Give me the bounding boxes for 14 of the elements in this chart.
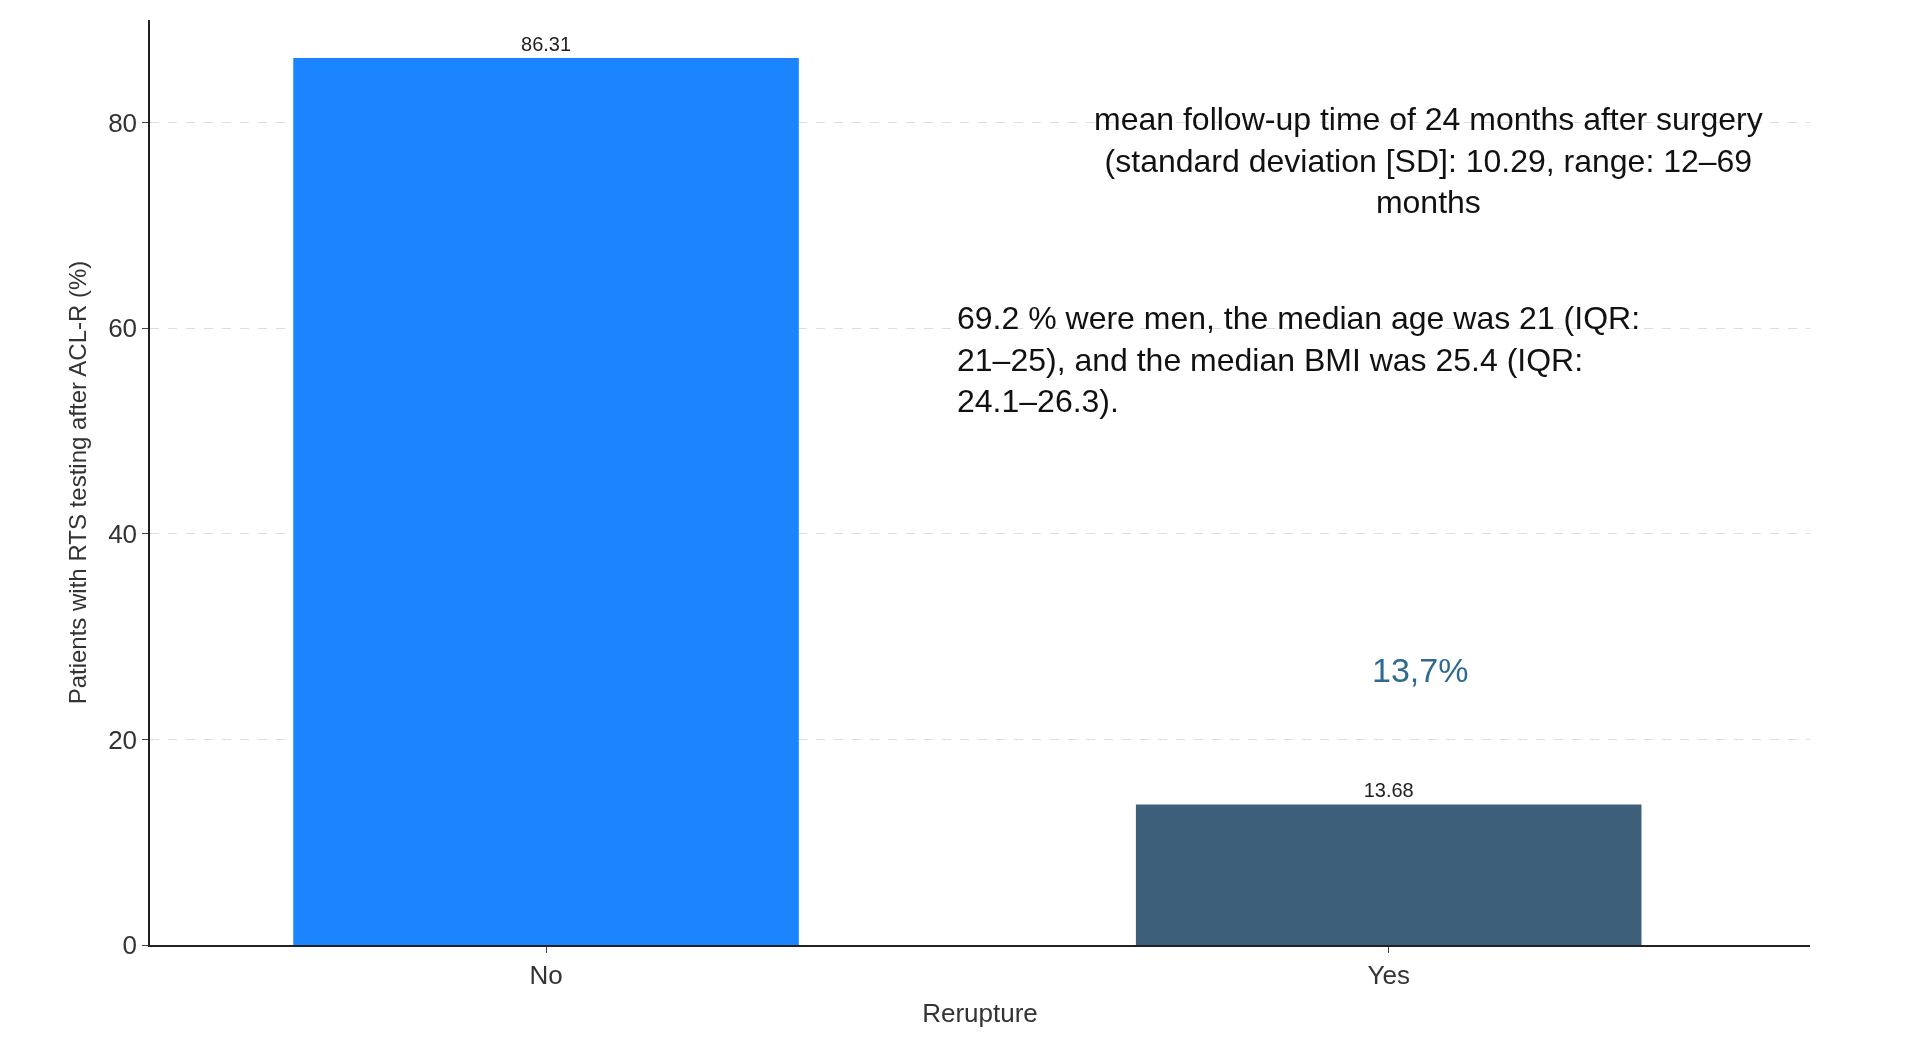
data-label: 13.68 — [1363, 779, 1414, 802]
x-tick-label: Yes — [1367, 959, 1410, 990]
annotation: mean follow-up time of 24 months after surgery (standard deviation [SD]: 10.29, range: 12–69 months — [1094, 101, 1763, 221]
y-axis-title: Patients with RTS testing after ACL-R (%) — [63, 260, 91, 705]
data-label: 86.31 — [521, 32, 572, 55]
annotation: 69.2 % were men, the median age was 21 (IQR: 21–25), and the median BMI was 25.4 (IQR: 24.1–26.3). — [957, 300, 1641, 420]
y-tick-label: 20 — [108, 724, 138, 755]
y-tick-label: 60 — [108, 313, 138, 344]
y-tick-label: 40 — [108, 518, 138, 549]
y-tick-label: 80 — [108, 107, 138, 138]
y-tick-label: 0 — [122, 930, 138, 961]
annotation: 13,7% — [1372, 651, 1469, 689]
x-tick-label: No — [529, 959, 563, 990]
x-axis-title: Rerupture — [922, 998, 1038, 1029]
